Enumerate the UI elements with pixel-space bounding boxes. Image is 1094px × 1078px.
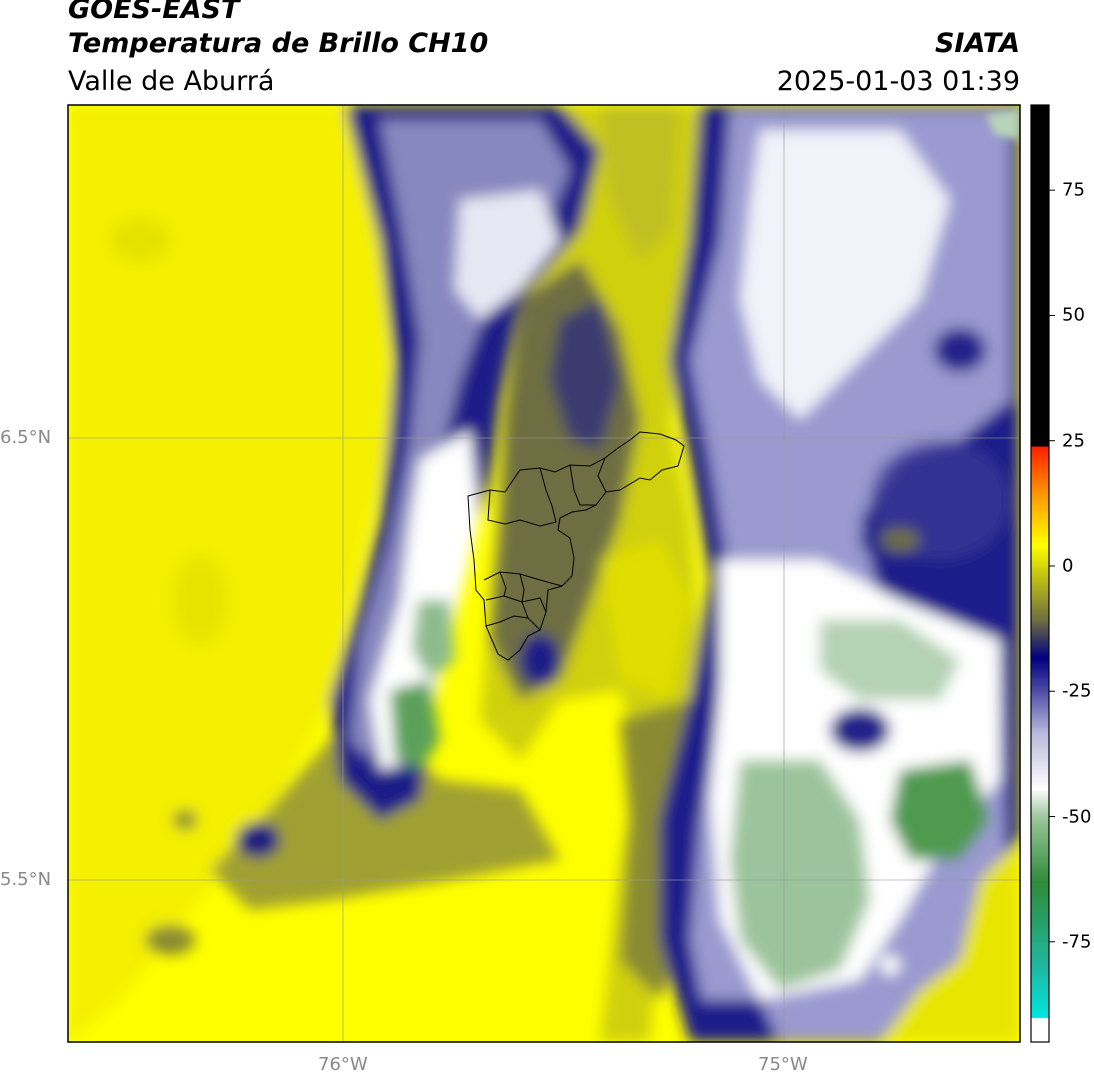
municipal-boundaries — [467, 431, 685, 661]
datetime-label: 2025-01-03 01:39 — [776, 66, 1020, 97]
lat-label-5-5n: 5.5°N — [0, 869, 52, 890]
colorbar-tick-label: -50 — [1062, 806, 1092, 828]
region-subtitle: Valle de Aburrá — [68, 66, 275, 97]
colorbar-tick-label: 75 — [1062, 179, 1085, 201]
lat-label-6-5n: 6.5°N — [0, 427, 52, 448]
colorbar-tick-label: -75 — [1062, 931, 1092, 953]
satellite-image — [68, 105, 1020, 1042]
lon-label-76w: 76°W — [318, 1054, 368, 1075]
colorbar-tick-label: 50 — [1062, 304, 1085, 326]
colorbar-tick-label: 25 — [1062, 430, 1085, 452]
gridlines — [68, 105, 1020, 1042]
satellite-title: GOES-EAST — [68, 0, 240, 25]
map-frame — [67, 104, 1021, 1043]
colorbar-tick-label: 0 — [1062, 555, 1074, 577]
lon-label-75w: 75°W — [758, 1054, 808, 1075]
colorbar-tick-label: -25 — [1062, 680, 1092, 702]
colorbar — [1030, 104, 1055, 1043]
product-title: Temperatura de Brillo CH10 — [68, 28, 489, 59]
agency-label: SIATA — [934, 28, 1020, 59]
